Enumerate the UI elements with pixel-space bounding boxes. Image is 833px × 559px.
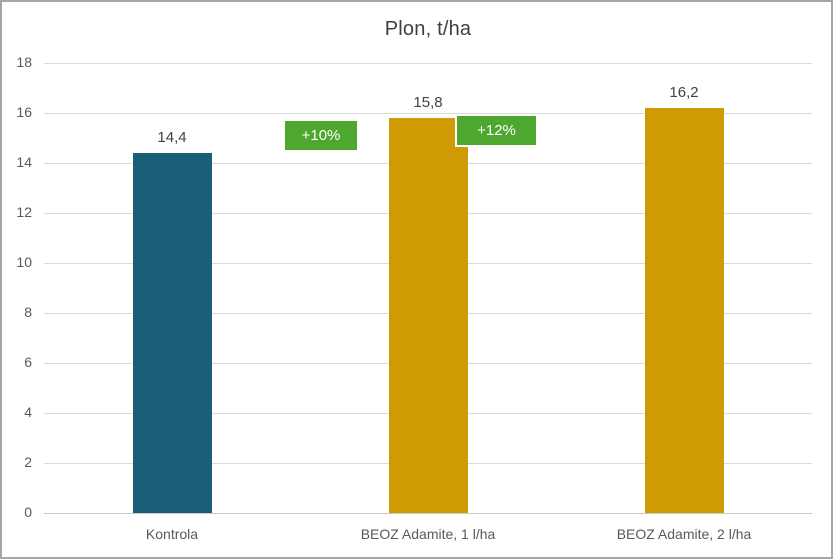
x-axis-line [44,513,812,514]
percent-gain-badge: +12% [455,114,538,147]
bar-value-label: 15,8 [413,94,443,111]
bar-value-label: 14,4 [157,129,187,146]
category-label: BEOZ Adamite, 2 l/ha [616,526,752,542]
y-tick-label: 8 [24,304,32,320]
y-tick-label: 0 [24,504,32,520]
y-tick-label: 18 [16,54,32,70]
y-tick-label: 16 [16,104,32,120]
chart-title: Plon, t/ha [384,18,472,40]
bar-value-label: 16,2 [669,84,699,101]
y-tick-label: 6 [24,354,32,370]
y-tick-label: 14 [16,154,32,170]
bar [388,118,468,513]
bar [132,153,212,513]
bar [644,108,724,513]
y-tick-label: 4 [24,404,32,420]
percent-gain-badge: +10% [283,119,359,152]
y-tick-label: 10 [16,254,32,270]
y-tick-label: 12 [16,204,32,220]
y-tick-label: 2 [24,454,32,470]
category-label: BEOZ Adamite, 1 l/ha [360,526,496,542]
category-label: Kontrola [145,526,199,542]
gridline [44,113,812,114]
gridline [44,63,812,64]
